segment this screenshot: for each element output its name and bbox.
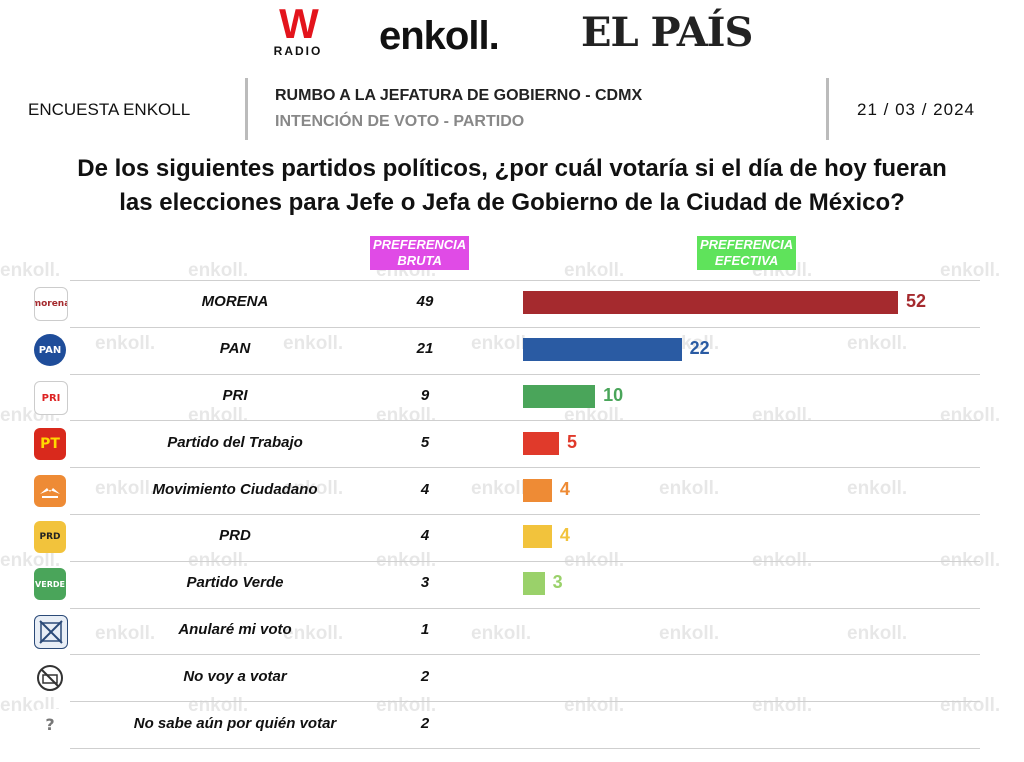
header-divider — [245, 78, 248, 140]
effective-preference-value: 4 — [560, 525, 570, 546]
column-header-line: BRUTA — [373, 253, 466, 269]
party-label: PAN — [110, 340, 360, 357]
row-divider — [70, 420, 980, 421]
raw-preference-value: 49 — [405, 293, 445, 310]
enkoll-watermark: enkoll. — [188, 405, 248, 427]
null-vote-icon — [34, 615, 68, 649]
effective-preference-bar — [523, 385, 595, 408]
raw-preference-value: 4 — [405, 481, 445, 498]
enkoll-watermark: enkoll. — [752, 695, 812, 717]
pan-logo-icon: PAN — [34, 334, 66, 366]
party-label: MORENA — [110, 293, 360, 310]
effective-preference-value: 52 — [906, 291, 926, 312]
column-header-bruta: PREFERENCIA BRUTA — [370, 236, 469, 270]
question-icon: ? — [34, 709, 66, 741]
party-label: Partido del Trabajo — [110, 434, 360, 451]
pri-logo-icon: PRI — [34, 381, 68, 415]
survey-question-line: las elecciones para Jefe o Jefa de Gobie… — [0, 186, 1024, 220]
survey-question-line: De los siguientes partidos políticos, ¿p… — [0, 152, 1024, 186]
effective-preference-value: 4 — [560, 479, 570, 500]
row-divider — [70, 514, 980, 515]
effective-preference-bar — [523, 479, 552, 502]
enkoll-watermark: enkoll. — [752, 405, 812, 427]
effective-preference-bar — [523, 572, 545, 595]
raw-preference-value: 5 — [405, 434, 445, 451]
survey-subtitle: INTENCIÓN DE VOTO - PARTIDO — [275, 113, 524, 131]
enkoll-watermark: enkoll. — [471, 623, 531, 645]
raw-preference-value: 21 — [405, 340, 445, 357]
enkoll-watermark: enkoll. — [188, 260, 248, 282]
effective-preference-bar — [523, 291, 898, 314]
effective-preference-value: 10 — [603, 385, 623, 406]
pt-logo-icon: PT — [34, 428, 66, 460]
column-header-line: PREFERENCIA — [373, 237, 466, 253]
wradio-logo-mark: W — [270, 4, 326, 44]
effective-preference-value: 5 — [567, 432, 577, 453]
no-vote-icon — [34, 662, 66, 694]
effective-preference-value: 22 — [690, 338, 710, 359]
raw-preference-value: 1 — [405, 621, 445, 638]
row-divider — [70, 701, 980, 702]
survey-title: RUMBO A LA JEFATURA DE GOBIERNO - CDMX — [275, 87, 642, 105]
enkoll-logo: enkoll. — [379, 14, 499, 58]
raw-preference-value: 2 — [405, 715, 445, 732]
enkoll-watermark: enkoll. — [940, 260, 1000, 282]
enkoll-watermark: enkoll. — [564, 260, 624, 282]
enkoll-watermark: enkoll. — [940, 695, 1000, 717]
enkoll-watermark: enkoll. — [847, 478, 907, 500]
effective-preference-bar — [523, 432, 559, 455]
row-divider — [70, 748, 980, 749]
header-divider — [826, 78, 829, 140]
row-divider — [70, 374, 980, 375]
party-label: Partido Verde — [110, 574, 360, 591]
enkoll-watermark: enkoll. — [659, 623, 719, 645]
survey-question: De los siguientes partidos políticos, ¿p… — [0, 152, 1024, 220]
raw-preference-value: 3 — [405, 574, 445, 591]
enkoll-watermark: enkoll. — [564, 405, 624, 427]
effective-preference-bar — [523, 525, 552, 548]
wradio-logo-sub: RADIO — [270, 44, 326, 58]
row-divider — [70, 467, 980, 468]
row-divider — [70, 561, 980, 562]
enkoll-watermark: enkoll. — [940, 405, 1000, 427]
enkoll-watermark: enkoll. — [659, 478, 719, 500]
enkoll-watermark: enkoll. — [564, 695, 624, 717]
column-header-line: PREFERENCIA — [700, 237, 793, 253]
party-label: No voy a votar — [110, 668, 360, 685]
raw-preference-value: 4 — [405, 527, 445, 544]
prd-logo-icon: PRD — [34, 521, 66, 553]
raw-preference-value: 9 — [405, 387, 445, 404]
wradio-logo: W RADIO — [270, 4, 326, 64]
enkoll-watermark: enkoll. — [847, 623, 907, 645]
party-label: Anularé mi voto — [110, 621, 360, 638]
enkoll-watermark: enkoll. — [376, 405, 436, 427]
enkoll-watermark: enkoll. — [847, 333, 907, 355]
verde-logo-icon: VERDE — [34, 568, 66, 600]
elpais-logo: EL PAÍS — [581, 10, 752, 56]
enkoll-watermark: enkoll. — [0, 260, 60, 282]
party-label: No sabe aún por quién votar — [110, 715, 360, 732]
row-divider — [70, 654, 980, 655]
survey-date: 21 / 03 / 2024 — [857, 100, 975, 120]
raw-preference-value: 2 — [405, 668, 445, 685]
party-label: Movimiento Ciudadano — [110, 481, 360, 498]
effective-preference-value: 3 — [553, 572, 563, 593]
mc-logo-icon — [34, 475, 66, 507]
row-divider — [70, 608, 980, 609]
effective-preference-bar — [523, 338, 682, 361]
row-divider — [70, 280, 980, 281]
column-header-line: EFECTIVA — [700, 253, 793, 269]
column-header-efectiva: PREFERENCIA EFECTIVA — [697, 236, 796, 270]
survey-label: ENCUESTA ENKOLL — [28, 100, 190, 120]
row-divider — [70, 327, 980, 328]
party-label: PRI — [110, 387, 360, 404]
morena-logo-icon: morena — [34, 287, 68, 321]
party-label: PRD — [110, 527, 360, 544]
